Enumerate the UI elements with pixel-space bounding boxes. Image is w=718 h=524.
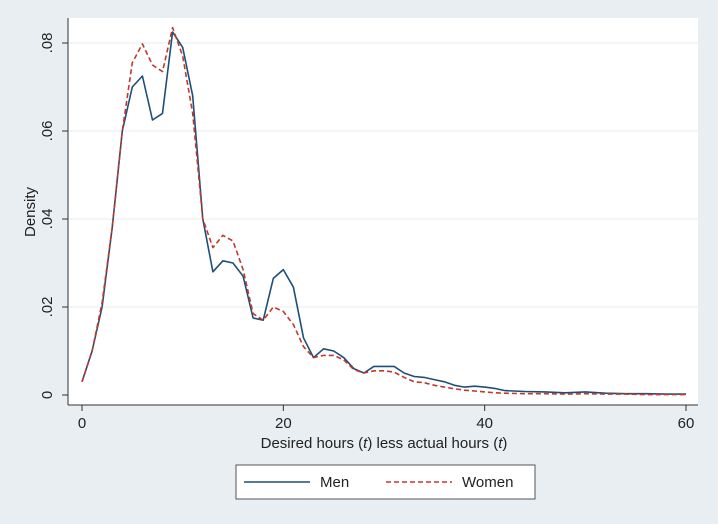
legend-label-men: Men [320,474,349,491]
y-tick-label: .08 [39,33,56,54]
x-tick-label: 0 [78,415,86,432]
plot-area [68,18,698,405]
y-tick-label: .04 [39,209,56,230]
x-axis-title-part: Desired hours ( [261,435,364,452]
x-tick-label: 60 [678,415,695,432]
x-tick-label: 40 [476,415,493,432]
y-tick-label: 0 [39,391,56,399]
axes: 0 .02 .04 .06 .08 0 20 40 60 [39,18,698,432]
legend: Men Women [235,464,536,500]
y-axis-title: Density [22,186,39,237]
legend-label-women: Women [462,474,513,491]
y-tick-label: .06 [39,121,56,142]
x-axis-title-part: t [363,435,368,452]
y-tick-label: .02 [39,297,56,318]
x-axis-title-part: ) [502,435,507,452]
x-axis-title-part: t [498,435,503,452]
series-line-men [81,31,686,395]
x-axis-title: Desired hours (t) less actual hours (t) [261,435,508,452]
series-line-women [81,26,686,396]
x-axis-title-part: ) less actual hours ( [367,435,498,452]
gridlines [68,42,698,308]
series-group [81,26,686,396]
x-tick-label: 20 [275,415,292,432]
